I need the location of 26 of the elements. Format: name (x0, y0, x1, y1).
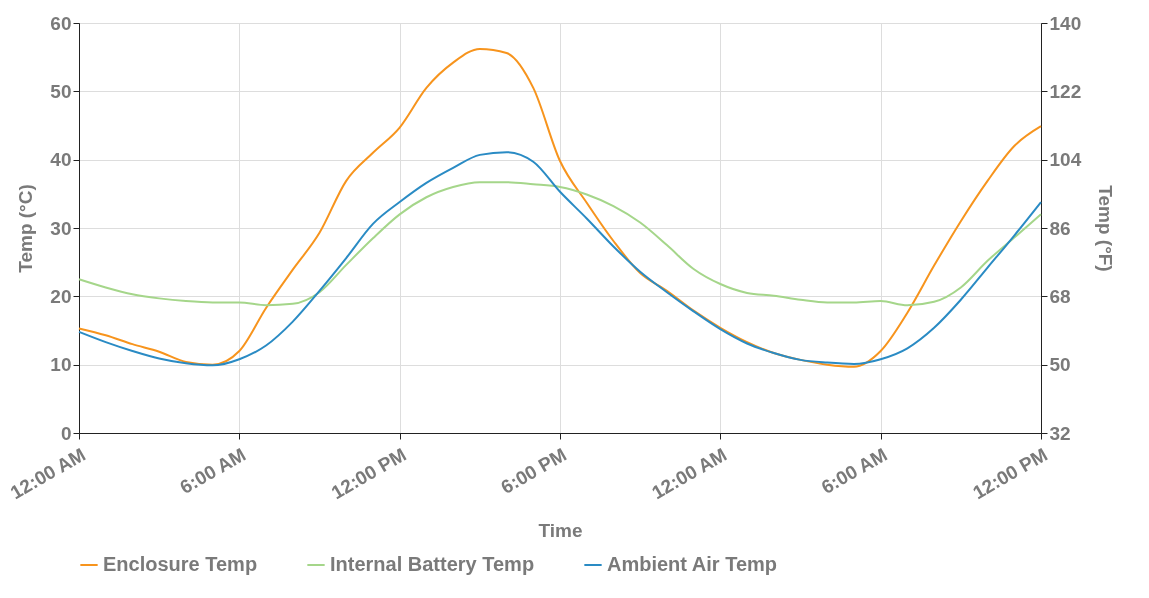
y-tick-label: 40 (50, 149, 72, 171)
x-axis-title: Time (538, 519, 583, 541)
y2-tick-label: 140 (1049, 12, 1082, 34)
x-tick-label: 6:00 PM (497, 443, 570, 498)
y-tick-label: 50 (50, 80, 72, 102)
y2-tick-label: 122 (1049, 80, 1082, 102)
x-tick-label: 6:00 AM (176, 443, 250, 499)
y-axis-title: Temp (°C) (15, 184, 37, 273)
y2-tick-label: 50 (1049, 354, 1071, 376)
y2-tick-label: 104 (1049, 149, 1082, 171)
legend-label: Internal Battery Temp (330, 553, 535, 575)
legend-label: Enclosure Temp (103, 553, 258, 575)
y2-tick-label: 86 (1049, 217, 1071, 239)
legend-label: Ambient Air Temp (607, 553, 778, 575)
y2-tick-label: 68 (1049, 285, 1071, 307)
line-series (78, 151, 1042, 367)
x-tick-label: 6:00 AM (817, 443, 891, 499)
y2-axis-title: Temp (°F) (1095, 185, 1117, 272)
line-series (78, 47, 1042, 368)
y-tick-label: 30 (50, 217, 72, 239)
y2-tick-label: 32 (1049, 422, 1071, 444)
y-tick-label: 60 (50, 12, 72, 34)
line-series (78, 181, 1042, 307)
y-tick-label: 0 (60, 422, 72, 444)
y-tick-label: 20 (50, 285, 72, 307)
y-tick-label: 10 (50, 354, 72, 376)
